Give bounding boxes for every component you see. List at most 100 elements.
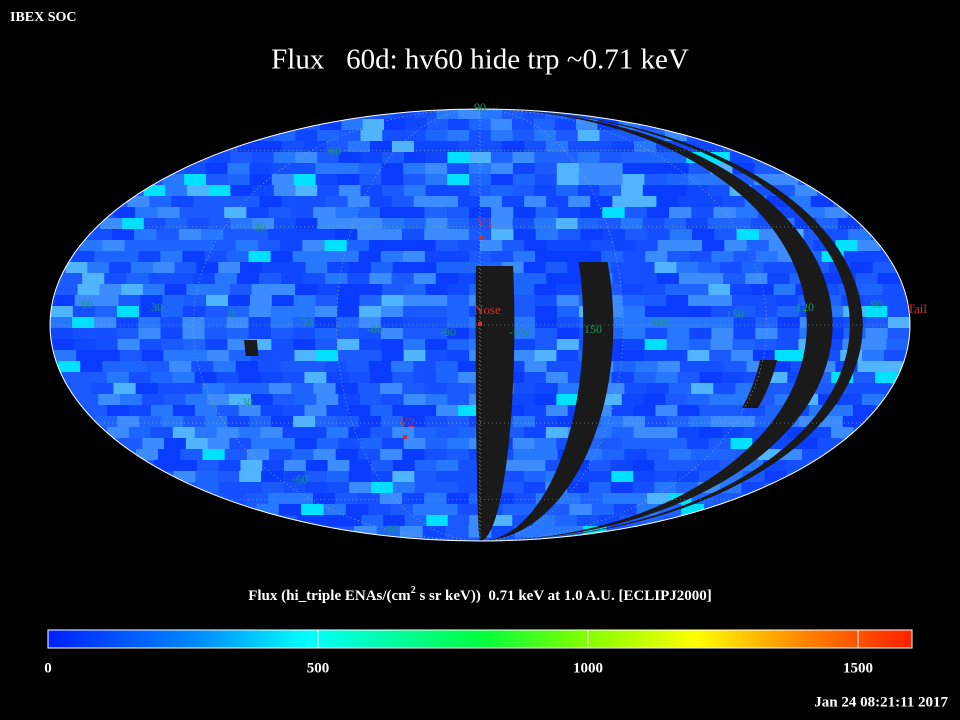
sky-pixel xyxy=(468,251,492,263)
sky-pixel xyxy=(251,152,275,164)
sky-pixel xyxy=(794,218,817,230)
sky-pixel xyxy=(446,493,470,505)
sky-pixel xyxy=(624,449,648,461)
sky-pixel xyxy=(535,229,559,241)
sky-pixel xyxy=(89,229,113,241)
sky-pixel xyxy=(523,372,547,384)
sky-pixel xyxy=(560,526,584,538)
sky-pixel xyxy=(458,460,481,472)
sky-pixel xyxy=(282,427,305,439)
sky-pixel xyxy=(642,218,665,230)
sky-pixel xyxy=(612,273,636,285)
sky-pixel xyxy=(678,273,702,285)
sky-pixel xyxy=(577,130,600,142)
sky-pixel xyxy=(150,372,174,384)
sky-pixel xyxy=(458,427,481,439)
sky-pixel xyxy=(613,240,636,252)
sky-pixel xyxy=(95,416,118,428)
sky-pixel xyxy=(403,394,426,406)
sky-pixel xyxy=(156,229,180,241)
sky-pixel xyxy=(414,427,437,439)
sky-pixel xyxy=(687,350,710,362)
marker-label: Nose xyxy=(474,302,501,317)
sky-pixel xyxy=(512,174,536,186)
sky-pixel xyxy=(699,405,722,417)
sky-pixel xyxy=(887,306,910,318)
sky-pixel xyxy=(157,383,181,395)
sky-pixel xyxy=(227,339,250,351)
sky-pixel xyxy=(731,350,754,362)
sky-pixel xyxy=(94,251,117,263)
grid-label: 60 xyxy=(329,144,341,158)
sky-pixel xyxy=(821,317,845,329)
sky-pixel xyxy=(182,306,206,318)
sky-pixel xyxy=(370,372,393,384)
sky-pixel xyxy=(382,185,405,197)
sky-pixel xyxy=(534,163,558,175)
sky-pixel xyxy=(702,361,725,373)
sky-pixel xyxy=(676,482,699,494)
sky-pixel xyxy=(141,394,165,406)
sky-pixel xyxy=(359,350,383,362)
sky-pixel xyxy=(645,306,668,318)
sky-pixel xyxy=(602,493,626,505)
sky-pixel xyxy=(886,339,909,351)
sky-pixel xyxy=(262,460,285,472)
sky-pixel xyxy=(721,427,744,439)
sky-pixel xyxy=(490,163,514,175)
sky-pixel xyxy=(218,460,241,472)
sky-pixel xyxy=(184,295,207,307)
sky-pixel xyxy=(360,130,383,142)
sky-pixel xyxy=(338,130,362,142)
sky-pixel xyxy=(839,394,863,406)
sky-pixel xyxy=(304,471,328,483)
sky-pixel xyxy=(402,383,425,395)
sky-pixel xyxy=(312,229,336,241)
sky-pixel xyxy=(745,273,768,285)
sky-pixel xyxy=(436,482,459,494)
sky-pixel xyxy=(272,350,295,362)
sky-pixel xyxy=(323,504,347,516)
sky-pixel xyxy=(458,482,481,494)
sky-pixel xyxy=(447,339,470,351)
sky-pixel xyxy=(702,240,725,252)
sky-pixel xyxy=(556,339,580,351)
sky-pixel xyxy=(523,427,547,439)
sky-pixel xyxy=(251,438,274,450)
sky-pixel xyxy=(490,218,514,230)
sky-pixel xyxy=(621,152,644,164)
sky-pixel xyxy=(424,229,448,241)
sky-pixel xyxy=(746,240,770,252)
sky-pixel xyxy=(555,185,579,197)
sky-pixel xyxy=(513,251,536,263)
sky-pixel xyxy=(642,152,666,164)
sky-pixel xyxy=(512,152,535,164)
sky-pixel xyxy=(302,240,326,252)
sky-pixel xyxy=(138,328,162,340)
sky-pixel xyxy=(611,427,635,439)
sky-pixel xyxy=(436,460,459,472)
sky-pixel xyxy=(755,306,778,318)
sky-pixel xyxy=(327,482,350,494)
sky-pixel xyxy=(347,141,371,153)
sky-pixel xyxy=(447,185,470,197)
sky-pixel xyxy=(697,460,721,472)
sky-pixel xyxy=(709,350,732,362)
sky-pixel xyxy=(122,218,145,230)
sky-pixel xyxy=(238,427,262,439)
sky-pixel xyxy=(698,262,721,274)
sky-pixel xyxy=(610,262,634,274)
sky-pixel xyxy=(435,196,459,208)
sky-pixel xyxy=(360,152,383,164)
sky-pixel xyxy=(290,207,314,219)
sky-pixel xyxy=(512,438,535,450)
sky-pixel xyxy=(383,515,406,527)
sky-pixel xyxy=(360,394,383,406)
sky-pixel xyxy=(689,306,712,318)
sky-pixel xyxy=(735,383,759,395)
grid-label: 120 xyxy=(796,300,814,314)
sky-pixel xyxy=(360,218,383,230)
sky-pixel xyxy=(268,207,292,219)
sky-pixel xyxy=(732,416,756,428)
sky-pixel xyxy=(347,273,370,285)
